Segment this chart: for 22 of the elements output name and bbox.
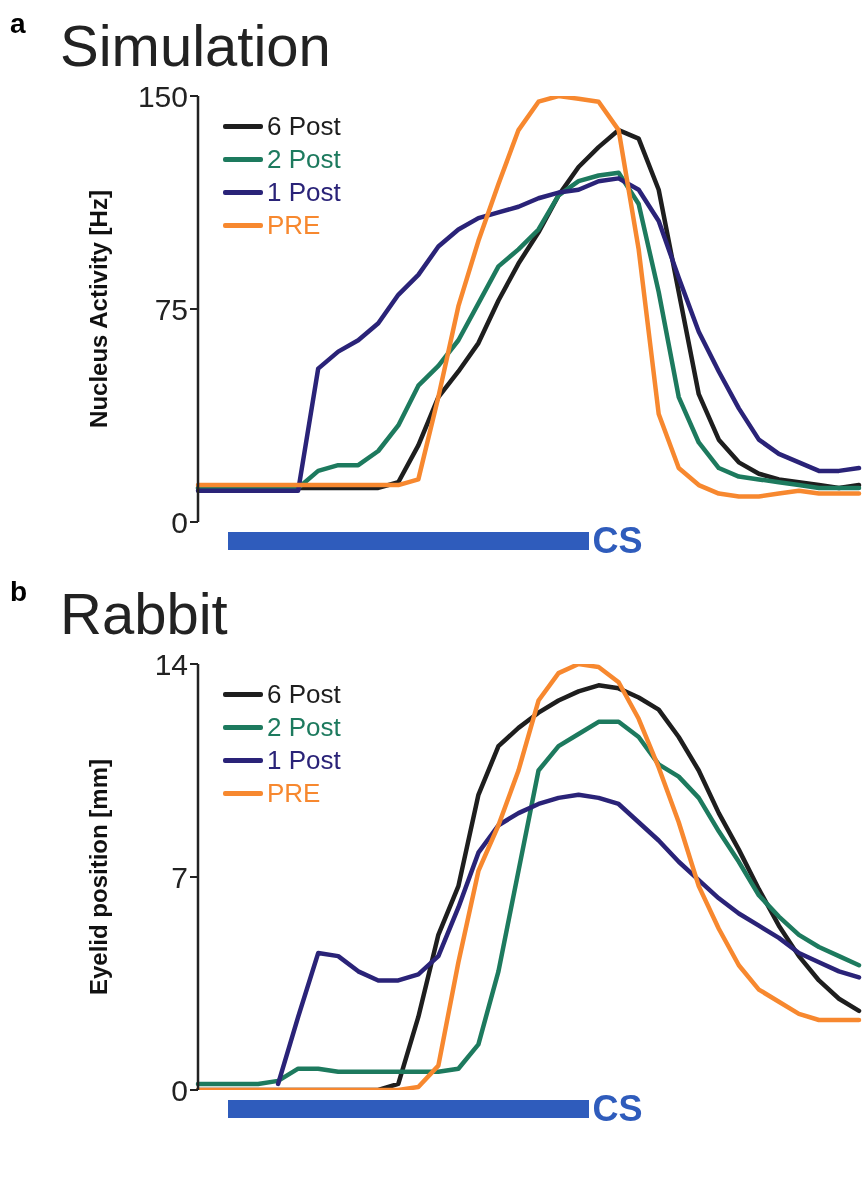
legend-label: 2 Post bbox=[267, 144, 341, 175]
legend-label: PRE bbox=[267, 210, 321, 241]
annotation: CS bbox=[592, 520, 643, 562]
text: a bbox=[10, 8, 26, 40]
legend-label: 6 Post bbox=[267, 111, 341, 142]
legend-label: 2 Post bbox=[267, 712, 341, 743]
y-tick-label: 14 bbox=[154, 647, 188, 681]
chart-title: Rabbit bbox=[60, 580, 228, 647]
y-axis-title: Eyelid position [mm] bbox=[84, 758, 112, 996]
legend-label: 1 Post bbox=[267, 177, 341, 208]
text: b bbox=[10, 576, 28, 608]
y-tick-label: 75 bbox=[154, 292, 188, 326]
y-axis-title: Nucleus Activity [Hz] bbox=[84, 190, 112, 428]
legend-label: 6 Post bbox=[267, 679, 341, 710]
y-tick-label: 150 bbox=[137, 79, 188, 113]
legend-label: 1 Post bbox=[267, 745, 341, 776]
y-tick-label: 0 bbox=[171, 505, 188, 539]
annotation: CS bbox=[592, 1088, 643, 1130]
y-tick-label: 7 bbox=[171, 860, 188, 894]
y-tick-label: 0 bbox=[171, 1073, 188, 1107]
chart-title: Simulation bbox=[60, 12, 331, 79]
legend-label: PRE bbox=[267, 778, 321, 809]
